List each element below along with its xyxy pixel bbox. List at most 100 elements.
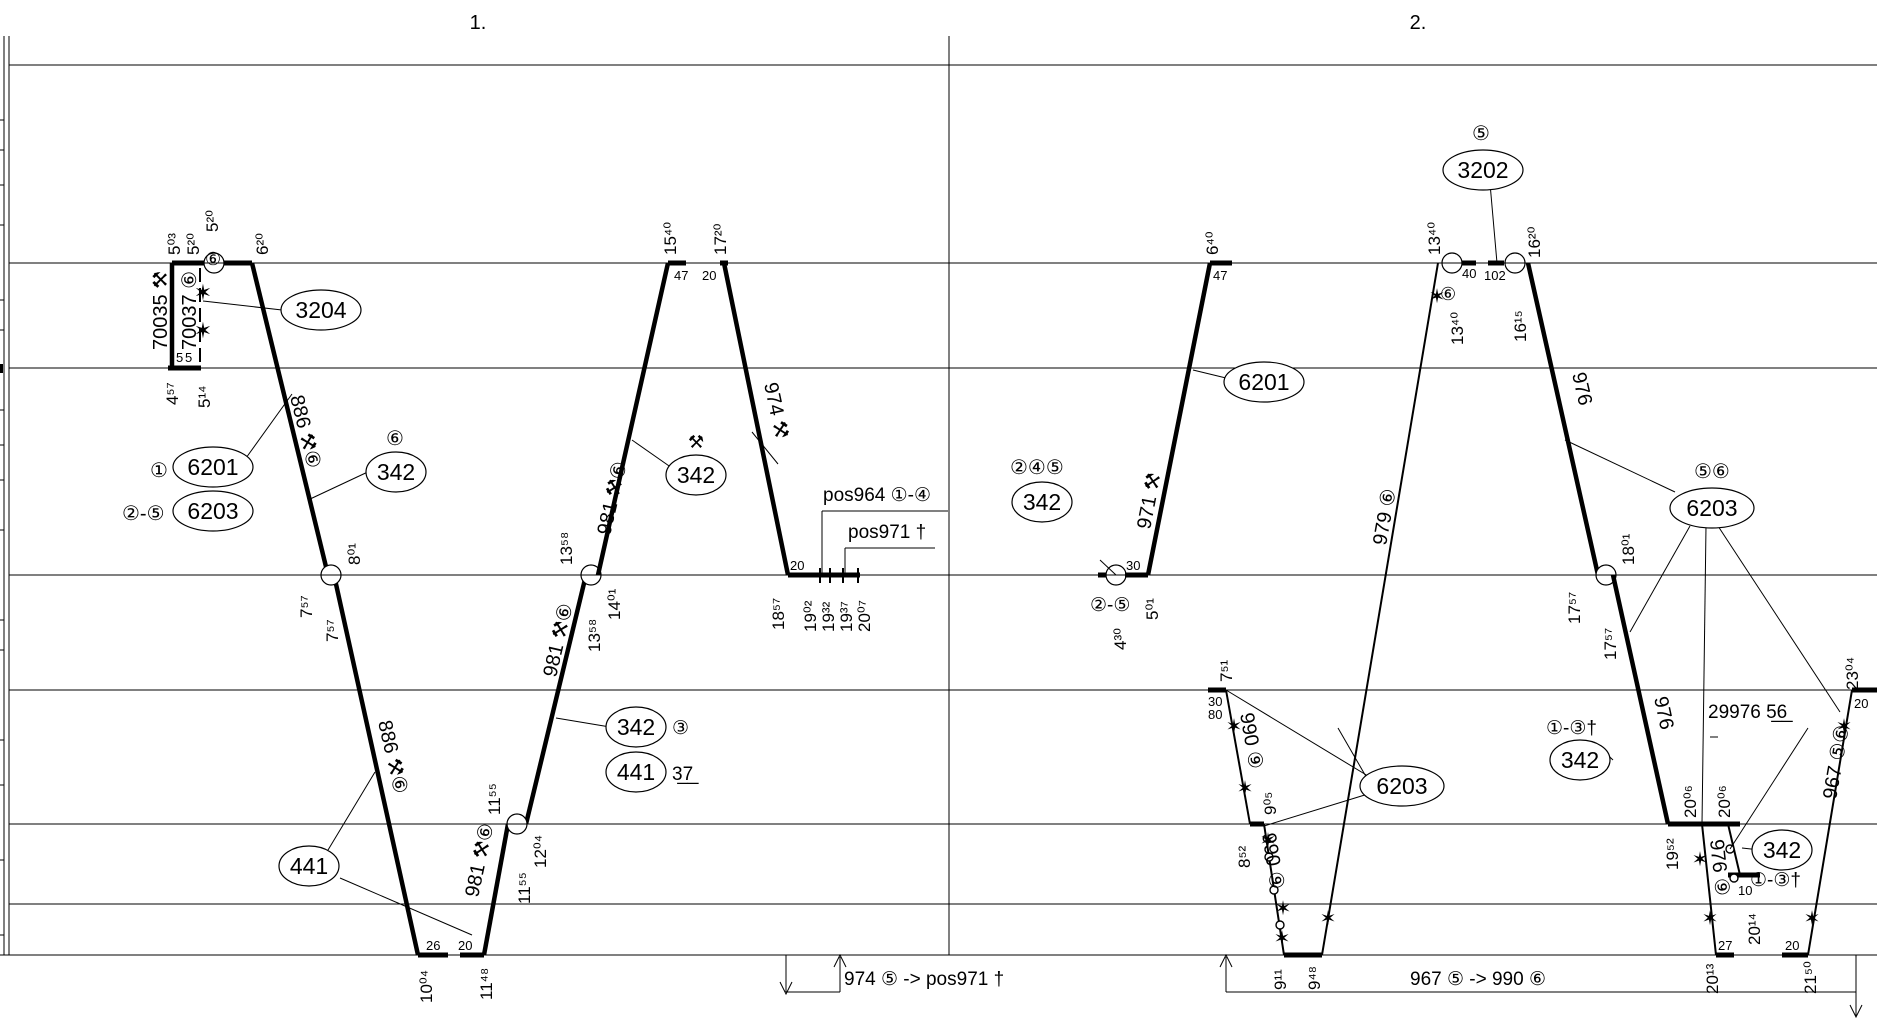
svg-text:976: 976	[1649, 694, 1677, 731]
svg-text:70037 ⑥: 70037 ⑥	[179, 271, 201, 350]
svg-text:20: 20	[702, 268, 716, 283]
svg-text:13⁴⁰: 13⁴⁰	[1425, 222, 1444, 255]
svg-text:18⁵⁷: 18⁵⁷	[769, 598, 788, 630]
svg-text:✶: ✶	[194, 318, 212, 343]
svg-text:4³⁰: 4³⁰	[1111, 628, 1130, 650]
svg-text:20¹³: 20¹³	[1703, 963, 1722, 994]
svg-text:5¹⁴: 5¹⁴	[195, 386, 214, 408]
svg-text:6203: 6203	[1376, 773, 1427, 799]
svg-text:981 ⚒⑥: 981 ⚒⑥	[593, 459, 631, 537]
svg-text:7⁵⁷: 7⁵⁷	[297, 595, 316, 618]
svg-text:342: 342	[377, 459, 415, 485]
train-ovals: 3204 6201 6203 342 342 342 441 441	[172, 149, 1813, 887]
oval-6203-left: 6203	[172, 490, 254, 532]
svg-text:16²⁰: 16²⁰	[1525, 226, 1544, 258]
svg-text:21⁵⁰: 21⁵⁰	[1801, 961, 1820, 994]
svg-text:441: 441	[290, 853, 328, 879]
oval-342-e: 342	[1549, 739, 1611, 781]
oval-3204: 3204	[280, 289, 362, 331]
line-labels: 886 ⚒⑥ 886 ⚒⑥ 981 ⚒⑥ 981 ⚒⑥ 981 ⚒⑥ 974 ⚒…	[150, 271, 1854, 899]
svg-text:20: 20	[1785, 938, 1799, 953]
svg-text:6²⁰: 6²⁰	[253, 233, 272, 255]
svg-text:6201: 6201	[187, 454, 238, 480]
svg-text:6203: 6203	[187, 498, 238, 524]
svg-text:20⁰⁷: 20⁰⁷	[855, 600, 874, 632]
oval-3202: 3202	[1442, 149, 1524, 191]
svg-text:6203: 6203	[1686, 495, 1737, 521]
svg-text:✶: ✶	[1804, 908, 1821, 930]
svg-text:9¹¹: 9¹¹	[1271, 969, 1290, 990]
oval-441-b: 441	[278, 845, 340, 887]
svg-text:20⁰⁶: 20⁰⁶	[1715, 785, 1734, 818]
svg-text:5⁰¹: 5⁰¹	[1143, 598, 1162, 620]
label-box37: 3̲7̲	[672, 764, 699, 785]
svg-text:5⁰³: 5⁰³	[165, 233, 184, 255]
svg-text:7⁵⁷: 7⁵⁷	[323, 619, 342, 642]
svg-text:15⁴⁰: 15⁴⁰	[661, 222, 680, 255]
svg-text:5²⁰: 5²⁰	[184, 233, 203, 255]
svg-text:6⁴⁰: 6⁴⁰	[1203, 231, 1222, 255]
svg-text:981 ⚒⑥: 981 ⚒⑥	[461, 821, 498, 899]
oval-6203-right-bottom: 6203	[1359, 765, 1445, 807]
oval-342-a: 342	[365, 451, 427, 493]
label-bottom-2: 967 ⑤ -> 990 ⑥	[1410, 969, 1546, 990]
grid-lines	[0, 36, 1877, 956]
svg-text:11⁵⁵: 11⁵⁵	[485, 783, 504, 815]
svg-text:13⁴⁰: 13⁴⁰	[1448, 312, 1467, 345]
svg-text:441: 441	[617, 759, 655, 785]
label-c13dag2: ①-③†	[1750, 870, 1801, 891]
label-pos971: pos971 †	[848, 522, 926, 543]
svg-text:5: 5	[185, 350, 192, 365]
svg-text:7⁵¹: 7⁵¹	[1217, 659, 1236, 682]
oval-342-c: 342	[605, 706, 667, 748]
svg-text:✶: ✶	[1275, 898, 1292, 920]
svg-text:27: 27	[1718, 938, 1732, 953]
label-c6x: ⑥	[1440, 284, 1456, 304]
svg-text:12⁰⁴: 12⁰⁴	[531, 835, 550, 868]
svg-text:9⁴⁸: 9⁴⁸	[1305, 966, 1324, 990]
label-circ1: ①	[150, 460, 168, 482]
label-circ25: ②-⑤	[122, 503, 165, 525]
label-hammer: ⚒	[688, 432, 704, 452]
svg-text:19³²: 19³²	[819, 601, 838, 632]
svg-text:974 ⚒: 974 ⚒	[759, 380, 792, 440]
label-circ3: ③	[672, 718, 689, 739]
label-c245: ②④⑤	[1010, 457, 1064, 479]
bottom-arrows	[779, 953, 1863, 1019]
svg-text:20¹⁴: 20¹⁴	[1745, 913, 1764, 945]
svg-text:967 ⑤⑥: 967 ⑤⑥	[1819, 723, 1854, 800]
svg-text:8⁵²: 8⁵²	[1235, 845, 1254, 868]
panel-title-left: 1.	[470, 12, 487, 34]
svg-text:47: 47	[1213, 268, 1227, 283]
label-c6y: ⑥	[205, 249, 221, 269]
svg-text:102: 102	[1484, 268, 1506, 283]
svg-text:990 ⑨: 990 ⑨	[1257, 831, 1288, 891]
svg-text:✶: ✶	[1320, 908, 1337, 930]
svg-text:✶: ✶	[1274, 928, 1291, 950]
svg-text:30: 30	[1208, 694, 1222, 709]
svg-text:342: 342	[677, 462, 715, 488]
svg-text:19⁰²: 19⁰²	[801, 600, 820, 632]
label-c5top: ⑤	[1472, 123, 1490, 145]
oval-342-f: 342	[1751, 829, 1813, 871]
svg-text:✶: ✶	[1226, 716, 1243, 738]
label-pos964: pos964 ①-④	[823, 485, 931, 506]
svg-text:✶: ✶	[1237, 778, 1254, 800]
svg-text:10: 10	[1738, 883, 1752, 898]
svg-text:✶: ✶	[1429, 286, 1446, 308]
svg-text:976: 976	[1567, 370, 1596, 407]
svg-text:4⁵⁷: 4⁵⁷	[163, 382, 182, 405]
label-c56a: ⑤⑥	[1694, 461, 1730, 483]
svg-text:342: 342	[617, 714, 655, 740]
svg-text:70035 ⚒: 70035 ⚒	[150, 271, 172, 350]
svg-text:17⁵⁷: 17⁵⁷	[1601, 628, 1620, 660]
label-c25: ②-⑤	[1090, 595, 1130, 616]
svg-text:10⁰⁴: 10⁰⁴	[417, 970, 436, 1003]
label-circ6a: ⑥	[386, 428, 404, 450]
oval-342-d: 342	[1011, 481, 1073, 523]
svg-text:✶: ✶	[194, 280, 212, 305]
svg-text:18⁰¹: 18⁰¹	[1619, 533, 1638, 565]
label-bottom-1: 974 ⑤ -> pos971 †	[844, 969, 1004, 990]
svg-text:17²⁰: 17²⁰	[711, 223, 730, 255]
